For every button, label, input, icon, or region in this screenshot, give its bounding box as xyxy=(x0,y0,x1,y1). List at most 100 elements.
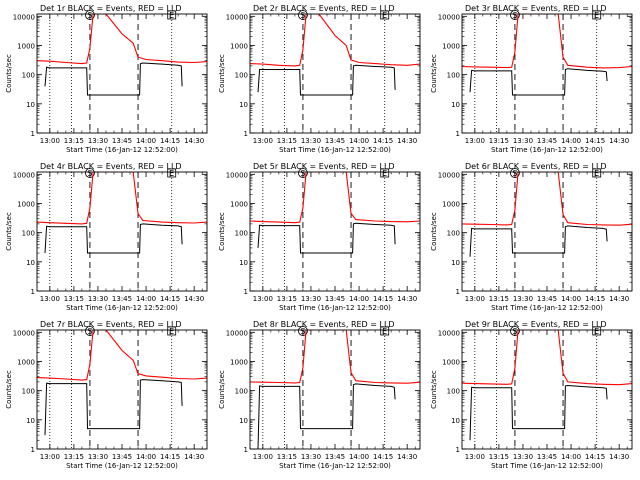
x-tick-label: 14:00 xyxy=(136,295,156,303)
x-axis-label: Start Time (16-Jan-12 12:52:00) xyxy=(491,146,603,154)
y-axis-label: Counts/sec xyxy=(218,212,226,251)
x-tick-label: 13:00 xyxy=(40,137,60,145)
lld-series-line xyxy=(462,172,632,226)
x-tick-label: 13:15 xyxy=(489,453,509,461)
y-tick-label: 1000 xyxy=(230,42,248,50)
x-tick-label: 14:30 xyxy=(609,137,629,145)
panel-7: Det 7r BLACK = Events, RED = LLD 1 10 100 10… xyxy=(5,320,208,470)
x-tick-label: 14:15 xyxy=(373,453,393,461)
y-axis-label: Counts/sec xyxy=(430,370,438,409)
y-axis-label: Counts/sec xyxy=(430,212,438,251)
y-tick-label: 10000 xyxy=(226,329,248,337)
x-tick-label: 14:15 xyxy=(585,453,605,461)
y-tick-label: 1000 xyxy=(442,358,460,366)
x-tick-label: 14:30 xyxy=(609,453,629,461)
x-tick-label: 13:30 xyxy=(301,295,321,303)
panel-9: Det 9r BLACK = Events, RED = LLD 1 10 100 10… xyxy=(430,320,633,470)
end-marker-label: E xyxy=(169,169,174,178)
y-axis-label: Counts/sec xyxy=(5,54,13,93)
x-tick-label: 13:45 xyxy=(537,295,557,303)
start-marker-label: S xyxy=(512,327,517,336)
y-tick-label: 100 xyxy=(22,388,35,396)
events-series-line xyxy=(257,64,396,96)
lld-series-line xyxy=(250,330,420,384)
y-tick-label: 1 xyxy=(244,446,248,454)
end-marker-box xyxy=(380,326,390,336)
start-marker-label: S xyxy=(87,11,92,20)
lld-series-line xyxy=(462,330,632,386)
start-marker-label: S xyxy=(87,327,92,336)
x-tick-label: 14:15 xyxy=(160,295,180,303)
y-tick-label: 1 xyxy=(244,130,248,138)
end-marker-box xyxy=(592,10,602,20)
y-tick-label: 1 xyxy=(244,288,248,296)
y-tick-label: 1 xyxy=(456,288,460,296)
y-tick-label: 1000 xyxy=(442,42,460,50)
y-tick-label: 10 xyxy=(239,101,248,109)
end-marker-label: E xyxy=(594,327,599,336)
plot-area xyxy=(462,330,632,441)
plot-frame xyxy=(249,13,421,134)
lld-series-line xyxy=(250,14,420,67)
lld-series-line xyxy=(37,172,207,225)
y-tick-label: 10 xyxy=(451,259,460,267)
y-tick-label: 10000 xyxy=(226,13,248,21)
y-tick-label: 10000 xyxy=(13,171,35,179)
start-marker-label: S xyxy=(512,11,517,20)
x-tick-label: 13:15 xyxy=(489,295,509,303)
y-tick-label: 1000 xyxy=(17,358,35,366)
panel-2: Det 2r BLACK = Events, RED = LLD 1 10 100 10… xyxy=(218,4,421,154)
x-tick-label: 13:15 xyxy=(64,295,84,303)
plot-frame xyxy=(36,171,208,292)
panel-6: Det 6r BLACK = Events, RED = LLD 1 10 100 10… xyxy=(430,162,633,312)
y-tick-label: 1000 xyxy=(17,200,35,208)
x-tick-label: 14:15 xyxy=(160,137,180,145)
x-tick-label: 14:00 xyxy=(349,137,369,145)
end-marker-box xyxy=(167,326,177,336)
panel-title: Det 5r BLACK = Events, RED = LLD xyxy=(253,162,395,171)
y-tick-label: 100 xyxy=(447,230,460,238)
events-series-line xyxy=(44,223,183,254)
start-marker-label: S xyxy=(512,169,517,178)
x-tick-label: 13:00 xyxy=(253,453,273,461)
plot-frame xyxy=(249,329,421,450)
end-marker-box xyxy=(380,10,390,20)
plot-area xyxy=(250,330,420,449)
lld-series-line xyxy=(37,330,207,381)
start-marker-label: S xyxy=(300,169,305,178)
x-tick-label: 13:30 xyxy=(88,295,108,303)
start-marker-circle xyxy=(298,10,308,20)
x-tick-label: 13:00 xyxy=(40,295,60,303)
end-marker-box xyxy=(592,326,602,336)
y-axis-label: Counts/sec xyxy=(218,54,226,93)
x-tick-label: 14:15 xyxy=(585,295,605,303)
start-marker-circle xyxy=(85,10,95,20)
x-axis-label: Start Time (16-Jan-12 12:52:00) xyxy=(66,146,178,154)
y-tick-label: 1 xyxy=(31,446,35,454)
lld-series-line xyxy=(250,172,420,224)
y-tick-label: 10 xyxy=(26,417,35,425)
x-tick-label: 13:00 xyxy=(253,137,273,145)
lld-series-line xyxy=(462,14,632,69)
y-tick-label: 1 xyxy=(31,130,35,138)
y-tick-label: 10000 xyxy=(13,13,35,21)
y-tick-label: 10 xyxy=(26,259,35,267)
x-tick-label: 13:30 xyxy=(88,137,108,145)
x-tick-label: 13:45 xyxy=(112,453,132,461)
end-marker-label: E xyxy=(382,11,387,20)
y-tick-label: 100 xyxy=(235,388,248,396)
x-axis-label: Start Time (16-Jan-12 12:52:00) xyxy=(491,304,603,312)
panel-5: Det 5r BLACK = Events, RED = LLD 1 10 100 10… xyxy=(218,162,421,312)
x-tick-label: 13:45 xyxy=(537,453,557,461)
y-tick-label: 100 xyxy=(447,388,460,396)
x-tick-label: 14:00 xyxy=(136,137,156,145)
panel-1: Det 1r BLACK = Events, RED = LLD 1 10 100 10… xyxy=(5,4,208,154)
y-tick-label: 100 xyxy=(235,230,248,238)
y-tick-label: 100 xyxy=(235,72,248,80)
start-marker-circle xyxy=(510,10,520,20)
y-tick-label: 100 xyxy=(22,72,35,80)
x-tick-label: 14:00 xyxy=(136,453,156,461)
x-tick-label: 13:30 xyxy=(88,453,108,461)
panel-title: Det 6r BLACK = Events, RED = LLD xyxy=(465,162,607,171)
